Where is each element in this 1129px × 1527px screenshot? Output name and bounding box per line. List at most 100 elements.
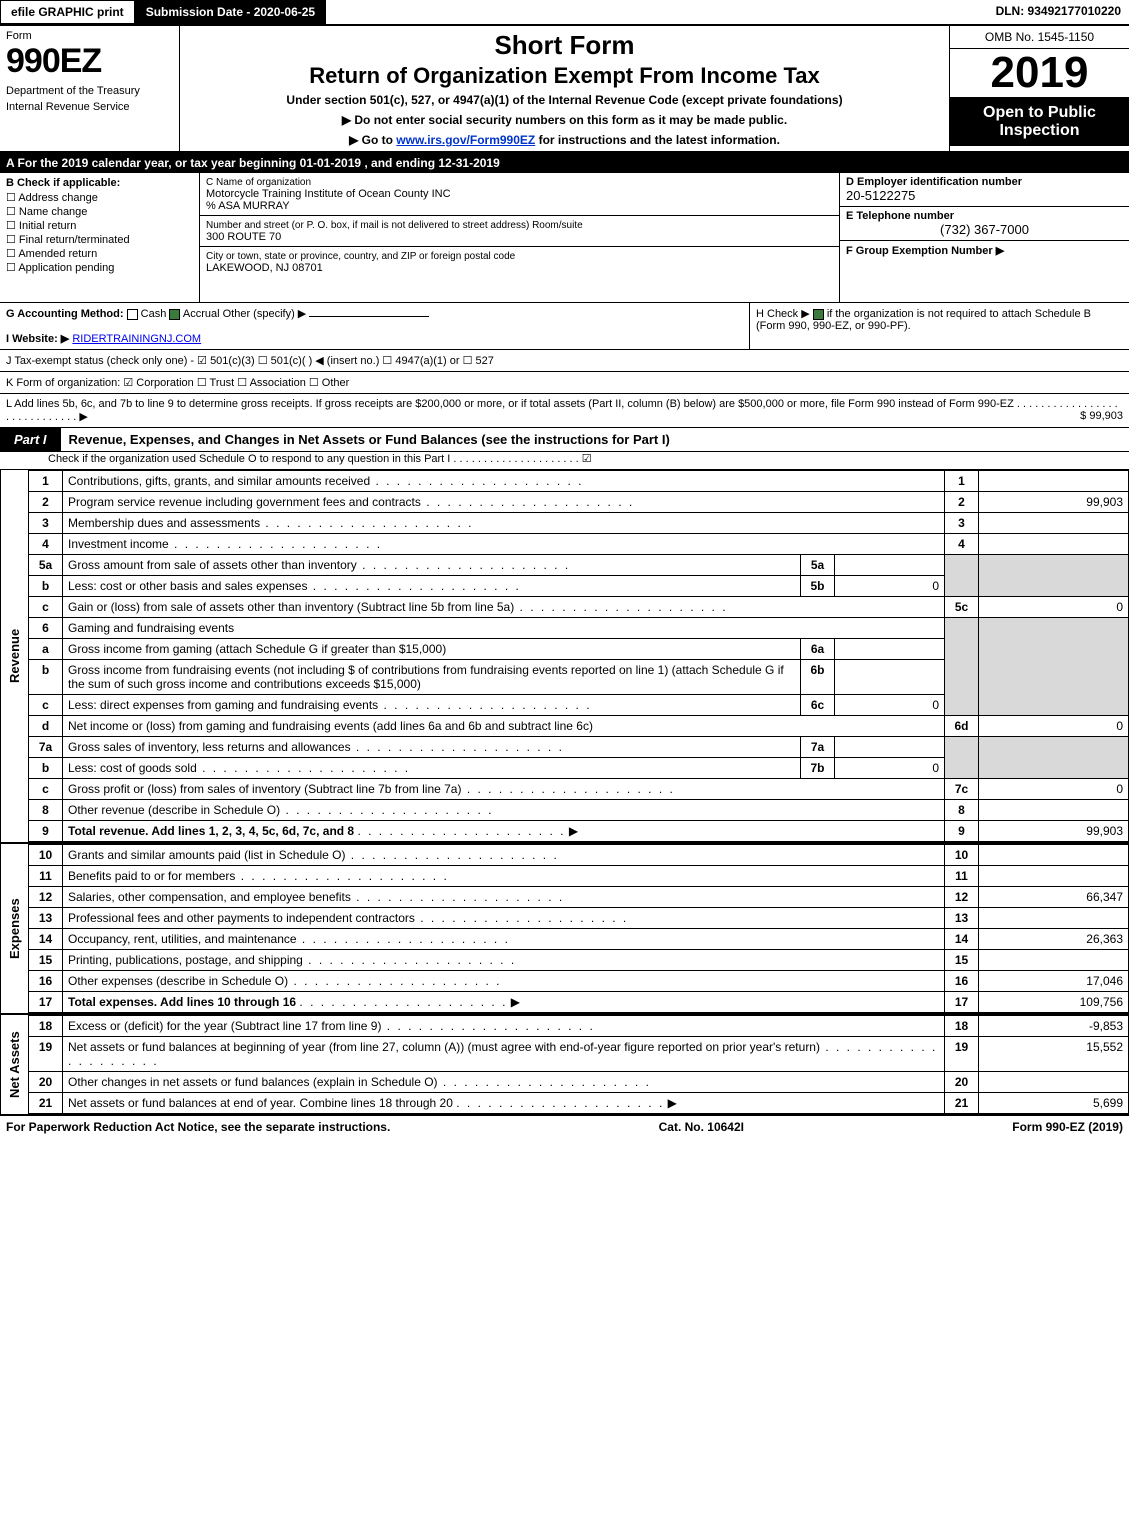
line-6a-ival bbox=[835, 639, 945, 660]
line-6a-desc: Gross income from gaming (attach Schedul… bbox=[63, 639, 801, 660]
footer-left: For Paperwork Reduction Act Notice, see … bbox=[6, 1120, 390, 1134]
line-17-val: 109,756 bbox=[979, 992, 1129, 1013]
opt-name-change[interactable]: Name change bbox=[6, 205, 193, 218]
top-bar: efile GRAPHIC print Submission Date - 20… bbox=[0, 0, 1129, 26]
line-10-desc: Grants and similar amounts paid (list in… bbox=[63, 845, 945, 866]
line-6d-val: 0 bbox=[979, 716, 1129, 737]
opt-final-return[interactable]: Final return/terminated bbox=[6, 233, 193, 246]
line-7b-desc: Less: cost of goods sold bbox=[63, 758, 801, 779]
opt-address-change[interactable]: Address change bbox=[6, 191, 193, 204]
city-label: City or town, state or province, country… bbox=[206, 251, 515, 262]
h-checkbox[interactable] bbox=[813, 309, 824, 320]
under-section: Under section 501(c), 527, or 4947(a)(1)… bbox=[188, 93, 941, 107]
line-19-desc: Net assets or fund balances at beginning… bbox=[63, 1037, 945, 1072]
street-label: Number and street (or P. O. box, if mail… bbox=[206, 220, 583, 231]
website-link[interactable]: RIDERTRAININGNJ.COM bbox=[72, 333, 201, 345]
line-5c-desc: Gain or (loss) from sale of assets other… bbox=[63, 597, 945, 618]
g-label: G Accounting Method: bbox=[6, 308, 124, 320]
goto-post: for instructions and the latest informat… bbox=[535, 133, 780, 147]
org-street: 300 ROUTE 70 bbox=[206, 231, 281, 243]
cash-checkbox[interactable] bbox=[127, 309, 138, 320]
line-18-val: -9,853 bbox=[979, 1016, 1129, 1037]
line-15-desc: Printing, publications, postage, and shi… bbox=[63, 950, 945, 971]
g-accounting: G Accounting Method: Cash Accrual Other … bbox=[0, 303, 749, 349]
goto-line: ▶ Go to www.irs.gov/Form990EZ for instru… bbox=[188, 133, 941, 147]
revenue-side-label: Revenue bbox=[0, 470, 28, 842]
line-18-desc: Excess or (deficit) for the year (Subtra… bbox=[63, 1016, 945, 1037]
line-1-val bbox=[979, 471, 1129, 492]
net-assets-section: Net Assets 18Excess or (deficit) for the… bbox=[0, 1015, 1129, 1116]
footer-mid: Cat. No. 10642I bbox=[659, 1120, 744, 1134]
return-title: Return of Organization Exempt From Incom… bbox=[188, 63, 941, 89]
revenue-section: Revenue 1Contributions, gifts, grants, a… bbox=[0, 470, 1129, 844]
efile-print-button[interactable]: efile GRAPHIC print bbox=[0, 0, 135, 24]
line-16-desc: Other expenses (describe in Schedule O) bbox=[63, 971, 945, 992]
line-5a-ival bbox=[835, 555, 945, 576]
check-if-applicable: B Check if applicable: Address change Na… bbox=[0, 173, 200, 302]
line-6c-ival: 0 bbox=[835, 695, 945, 716]
revenue-table: 1Contributions, gifts, grants, and simil… bbox=[28, 470, 1129, 842]
tax-year: 2019 bbox=[950, 49, 1129, 98]
ein-value: 20-5122275 bbox=[846, 188, 915, 203]
form-word: Form bbox=[6, 30, 173, 42]
l-text: L Add lines 5b, 6c, and 7b to line 9 to … bbox=[6, 398, 1118, 423]
line-12-desc: Salaries, other compensation, and employ… bbox=[63, 887, 945, 908]
opt-initial-return[interactable]: Initial return bbox=[6, 219, 193, 232]
phone-value: (732) 367-7000 bbox=[846, 222, 1123, 237]
opt-application-pending[interactable]: Application pending bbox=[6, 261, 193, 274]
line-4-val bbox=[979, 534, 1129, 555]
line-6d-desc: Net income or (loss) from gaming and fun… bbox=[63, 716, 945, 737]
line-5b-desc: Less: cost or other basis and sales expe… bbox=[63, 576, 801, 597]
line-7c-desc: Gross profit or (loss) from sales of inv… bbox=[63, 779, 945, 800]
header-mid: Short Form Return of Organization Exempt… bbox=[180, 26, 949, 151]
line-15-val bbox=[979, 950, 1129, 971]
check-b-label: B Check if applicable: bbox=[6, 177, 193, 189]
line-5c-val: 0 bbox=[979, 597, 1129, 618]
line-1-desc: Contributions, gifts, grants, and simila… bbox=[63, 471, 945, 492]
line-19-val: 15,552 bbox=[979, 1037, 1129, 1072]
line-14-val: 26,363 bbox=[979, 929, 1129, 950]
line-6b-ival bbox=[835, 660, 945, 695]
line-9-desc: Total revenue. Add lines 1, 2, 3, 4, 5c,… bbox=[63, 821, 945, 842]
part-i-tab: Part I bbox=[0, 428, 61, 451]
gh-row: G Accounting Method: Cash Accrual Other … bbox=[0, 303, 1129, 350]
dln-label: DLN: 93492177010220 bbox=[988, 0, 1129, 24]
l-gross-receipts: L Add lines 5b, 6c, and 7b to line 9 to … bbox=[0, 394, 1129, 428]
header-left: Form 990EZ Department of the Treasury In… bbox=[0, 26, 180, 151]
line-10-val bbox=[979, 845, 1129, 866]
goto-link[interactable]: www.irs.gov/Form990EZ bbox=[396, 133, 535, 147]
line-5a-desc: Gross amount from sale of assets other t… bbox=[63, 555, 801, 576]
line-4-desc: Investment income bbox=[63, 534, 945, 555]
accrual-checkbox[interactable] bbox=[169, 309, 180, 320]
form-header: Form 990EZ Department of the Treasury In… bbox=[0, 26, 1129, 153]
name-address-col: C Name of organization Motorcycle Traini… bbox=[200, 173, 839, 302]
line-20-val bbox=[979, 1072, 1129, 1093]
line-21-desc: Net assets or fund balances at end of ye… bbox=[63, 1093, 945, 1114]
do-not-enter: ▶ Do not enter social security numbers o… bbox=[188, 113, 941, 127]
line-16-val: 17,046 bbox=[979, 971, 1129, 992]
l-amount: $ 99,903 bbox=[1080, 410, 1123, 422]
h-check: H Check ▶ if the organization is not req… bbox=[749, 303, 1129, 349]
org-care-of: % ASA MURRAY bbox=[206, 200, 290, 212]
opt-amended-return[interactable]: Amended return bbox=[6, 247, 193, 260]
line-2-desc: Program service revenue including govern… bbox=[63, 492, 945, 513]
line-17-desc: Total expenses. Add lines 10 through 16 … bbox=[63, 992, 945, 1013]
line-13-desc: Professional fees and other payments to … bbox=[63, 908, 945, 929]
d-label: D Employer identification number bbox=[846, 176, 1022, 188]
expenses-table: 10Grants and similar amounts paid (list … bbox=[28, 844, 1129, 1013]
i-label: I Website: ▶ bbox=[6, 333, 69, 345]
cash-label: Cash bbox=[141, 308, 167, 320]
line-7c-val: 0 bbox=[979, 779, 1129, 800]
org-city: LAKEWOOD, NJ 08701 bbox=[206, 262, 323, 274]
k-form-org: K Form of organization: ☑ Corporation ☐ … bbox=[0, 372, 1129, 394]
header-right: OMB No. 1545-1150 2019 Open to Public In… bbox=[949, 26, 1129, 151]
net-assets-side-label: Net Assets bbox=[0, 1015, 28, 1114]
other-label: Other (specify) ▶ bbox=[223, 308, 307, 320]
line-8-desc: Other revenue (describe in Schedule O) bbox=[63, 800, 945, 821]
line-7a-desc: Gross sales of inventory, less returns a… bbox=[63, 737, 801, 758]
line-6-desc: Gaming and fundraising events bbox=[63, 618, 945, 639]
dept-treasury: Department of the Treasury bbox=[6, 85, 173, 97]
part-i-header: Part I Revenue, Expenses, and Changes in… bbox=[0, 428, 1129, 452]
submission-date-button[interactable]: Submission Date - 2020-06-25 bbox=[135, 0, 326, 24]
j-tax-exempt: J Tax-exempt status (check only one) - ☑… bbox=[0, 350, 1129, 372]
